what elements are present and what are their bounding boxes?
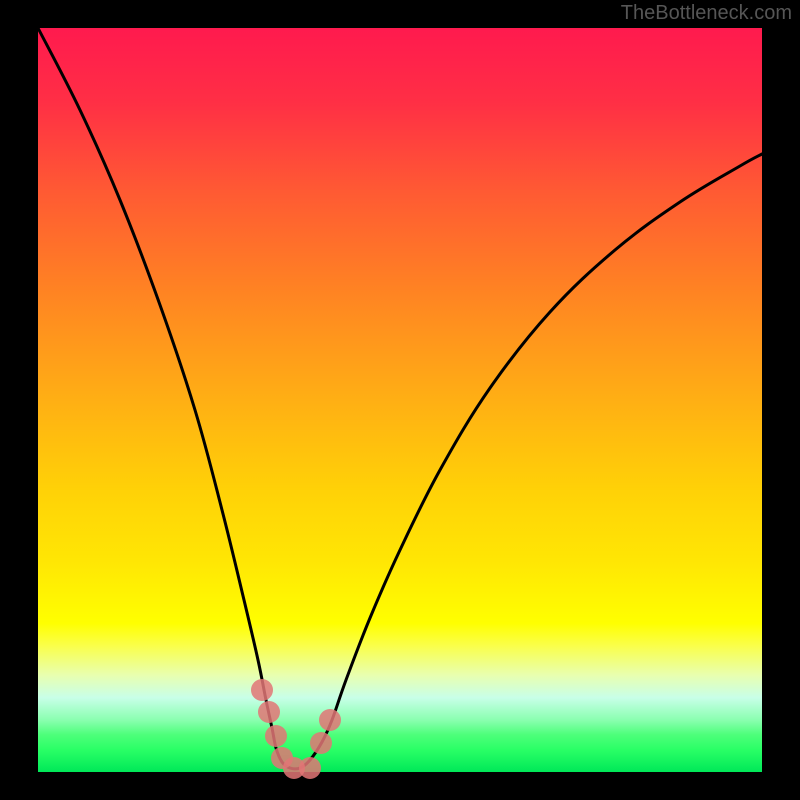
chart-container: TheBottleneck.com (0, 0, 800, 800)
marker-point (265, 725, 287, 747)
marker-point (310, 732, 332, 754)
marker-point (299, 757, 321, 779)
marker-point (258, 701, 280, 723)
marker-point (251, 679, 273, 701)
chart-svg (0, 0, 800, 800)
plot-area (38, 28, 762, 772)
marker-point (319, 709, 341, 731)
